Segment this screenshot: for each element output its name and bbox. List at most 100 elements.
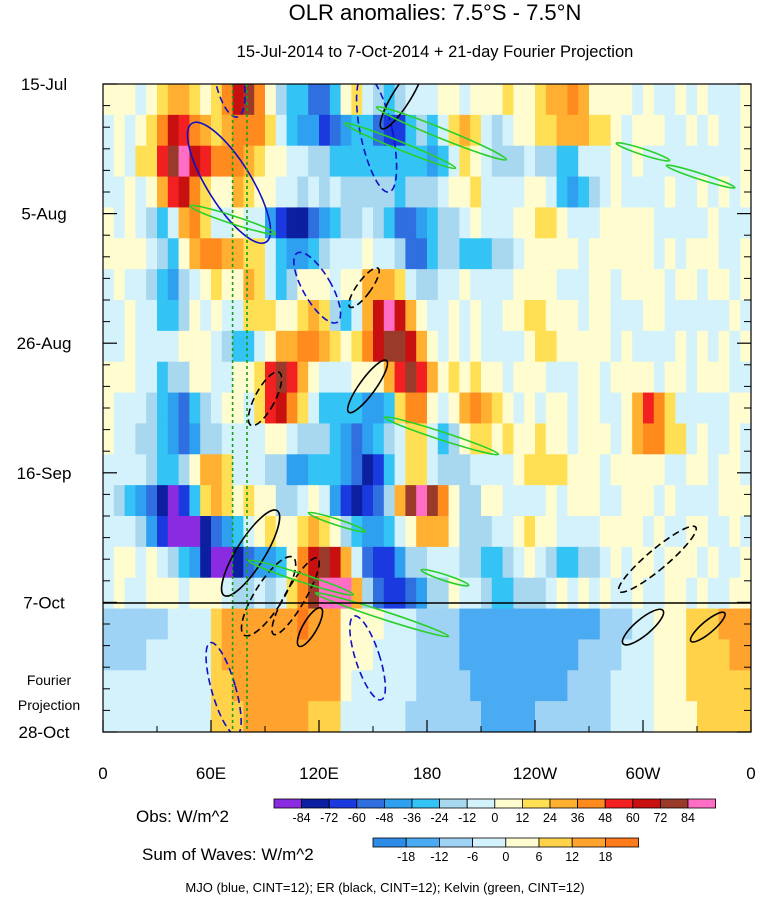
projection-cell — [556, 608, 568, 641]
projection-cell — [416, 639, 428, 671]
colorbar-segment — [372, 837, 407, 848]
projection-cell — [448, 639, 460, 671]
field-cell — [373, 207, 385, 239]
x-tick-label: 0 — [746, 764, 755, 783]
field-cell — [524, 423, 536, 455]
field-cell — [275, 454, 288, 486]
field-cell — [729, 238, 741, 270]
field-cell — [297, 361, 309, 394]
field-cell — [491, 207, 504, 239]
colorbar-segment — [405, 837, 440, 848]
field-cell — [340, 238, 352, 270]
field-cell — [157, 546, 169, 579]
field-cell — [157, 114, 169, 147]
field-cell — [643, 269, 655, 301]
field-cell — [124, 176, 136, 209]
field-cell — [621, 145, 633, 178]
field-cell — [297, 454, 309, 486]
field-cell — [535, 516, 547, 548]
field-cell — [632, 300, 644, 332]
field-cell — [545, 485, 558, 517]
field-cell — [459, 361, 471, 394]
field-cell — [675, 84, 687, 116]
field-cell — [221, 269, 234, 301]
field-cell — [319, 84, 331, 116]
projection-cell — [340, 701, 352, 732]
field-cell — [718, 577, 730, 610]
colorbar-label: -6 — [467, 850, 478, 864]
field-cell — [297, 392, 309, 425]
field-cell — [653, 361, 666, 394]
field-cell — [589, 454, 601, 486]
projection-cell — [589, 670, 601, 702]
field-cell — [621, 176, 633, 209]
field-cell — [178, 516, 190, 548]
field-cell — [610, 300, 622, 332]
projection-cell — [297, 701, 309, 732]
field-cell — [686, 546, 698, 579]
field-cell — [448, 577, 460, 610]
field-cell — [373, 145, 385, 178]
field-cell — [524, 454, 536, 486]
field-cell — [124, 300, 136, 332]
field-cell — [373, 84, 385, 116]
field-cell — [340, 176, 352, 209]
field-cell — [308, 145, 320, 178]
field-cell — [567, 330, 579, 363]
er-contour — [689, 611, 726, 643]
field-cell — [643, 84, 655, 116]
field-cell — [340, 145, 352, 178]
field-cell — [664, 330, 676, 363]
field-cell — [675, 423, 687, 455]
field-cell — [394, 84, 406, 116]
field-cell — [297, 423, 309, 455]
field-cell — [470, 207, 482, 239]
field-cell — [167, 392, 180, 425]
field-cell — [211, 269, 223, 301]
field-cell — [265, 114, 277, 147]
field-cell — [211, 577, 223, 610]
field-cell — [275, 423, 288, 455]
field-cell — [545, 176, 558, 209]
mjo-contour — [205, 641, 242, 732]
projection-cell — [491, 670, 504, 702]
field-cell — [146, 114, 158, 147]
field-cell — [232, 516, 244, 548]
field-cell — [157, 207, 169, 239]
field-cell — [329, 485, 342, 517]
field-cell — [427, 330, 439, 363]
field-cell — [653, 176, 666, 209]
projection-cell — [340, 639, 352, 671]
field-cell — [697, 423, 709, 455]
field-cell — [729, 485, 741, 517]
field-cell — [362, 485, 374, 517]
projection-cell — [373, 701, 385, 732]
field-cell — [481, 361, 493, 394]
projection-cell — [513, 639, 525, 671]
field-cell — [167, 361, 180, 394]
field-cell — [135, 423, 147, 455]
field-cell — [545, 238, 558, 270]
field-cell — [178, 145, 190, 178]
field-cell — [535, 330, 547, 363]
x-tick-label: 60E — [196, 764, 226, 783]
field-cell — [135, 238, 147, 270]
field-cell — [610, 361, 622, 394]
field-cell — [599, 577, 612, 610]
projection-cell — [383, 639, 396, 671]
colorbar-segment — [522, 798, 551, 809]
projection-cell — [135, 608, 147, 641]
field-cell — [405, 238, 417, 270]
field-cell — [740, 516, 751, 548]
waves-colorbar: -18 -12 -6 0 6 12 18 — [372, 837, 640, 864]
field-cell — [545, 361, 558, 394]
field-cell — [373, 114, 385, 147]
field-cell — [599, 516, 612, 548]
field-cell — [718, 423, 730, 455]
colorbar-label: 12 — [565, 850, 579, 864]
field-cell — [211, 300, 223, 332]
field-cell — [718, 269, 730, 301]
field-cell — [740, 145, 751, 178]
er-contour — [347, 267, 381, 309]
field-cell — [286, 361, 298, 394]
